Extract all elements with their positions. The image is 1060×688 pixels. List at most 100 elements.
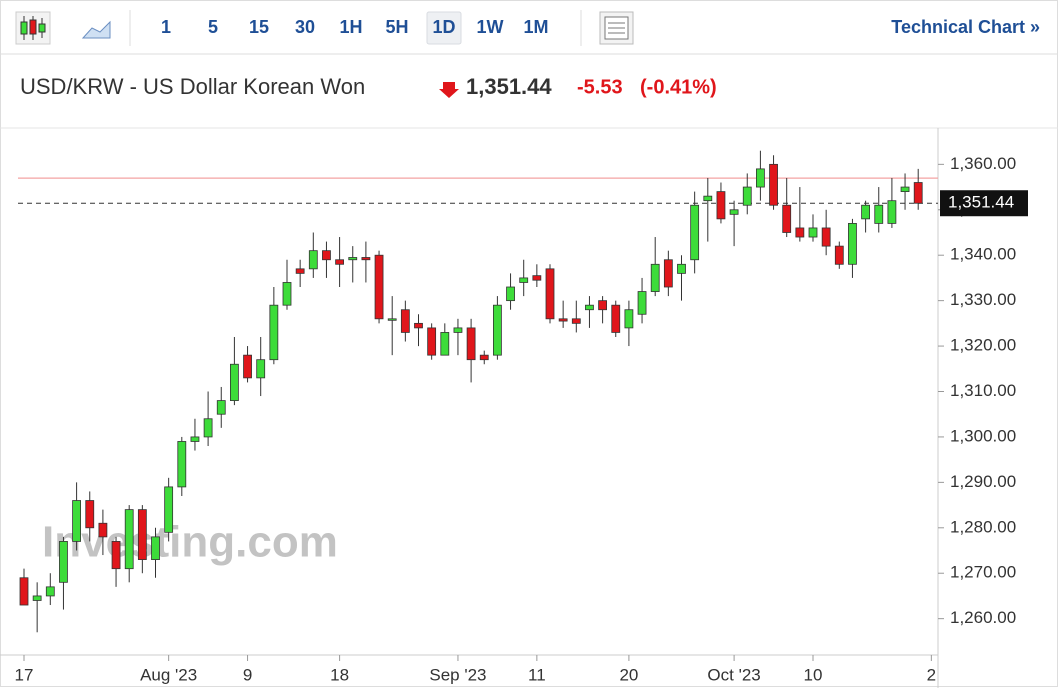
candle-body bbox=[716, 191, 726, 220]
y-tick-label: 1,320.00 bbox=[950, 336, 1016, 355]
y-tick-label: 1,340.00 bbox=[950, 245, 1016, 264]
candle-body bbox=[164, 486, 174, 533]
candle-body bbox=[677, 263, 686, 274]
candle-body bbox=[703, 195, 713, 202]
interval-button[interactable]: 15 bbox=[249, 17, 269, 37]
icon-body bbox=[20, 21, 28, 35]
y-tick-label: 1,260.00 bbox=[950, 608, 1016, 627]
candle-icon[interactable] bbox=[15, 11, 51, 45]
interval-button[interactable]: 1H bbox=[339, 17, 362, 37]
instrument-title: USD/KRW - US Dollar Korean Won bbox=[20, 74, 365, 99]
candle-body bbox=[571, 318, 581, 324]
x-tick-label: 18 bbox=[330, 665, 349, 684]
candle-body bbox=[387, 318, 397, 321]
candle-body bbox=[19, 577, 29, 606]
x-tick-label: 10 bbox=[804, 665, 823, 684]
x-tick-label: 2 bbox=[927, 665, 936, 684]
candle-body bbox=[808, 227, 818, 238]
candle-body bbox=[519, 277, 529, 283]
candle-body bbox=[374, 254, 384, 320]
y-tick-label: 1,270.00 bbox=[950, 563, 1016, 582]
y-tick-label: 1,300.00 bbox=[950, 426, 1016, 445]
candle-body bbox=[111, 541, 121, 570]
last-price: 1,351.44 bbox=[466, 74, 552, 99]
candle-body bbox=[256, 359, 266, 379]
interval-button[interactable]: 1W bbox=[477, 17, 504, 37]
y-tick-label: 1,290.00 bbox=[950, 472, 1016, 491]
candle-body bbox=[59, 541, 68, 583]
candle-body bbox=[282, 282, 292, 306]
candle-body bbox=[532, 275, 542, 281]
candle-body bbox=[414, 322, 423, 329]
price-change: -5.53 bbox=[577, 76, 623, 98]
y-tick-label: 1,360.00 bbox=[950, 154, 1016, 173]
candle-body bbox=[506, 286, 515, 302]
candle-body bbox=[440, 332, 450, 356]
candle-body bbox=[243, 354, 252, 379]
candle-body bbox=[585, 304, 594, 311]
icon-body bbox=[38, 23, 46, 33]
candle-body bbox=[203, 418, 213, 438]
candle-body bbox=[821, 227, 831, 247]
candle-body bbox=[690, 204, 700, 261]
interval-button[interactable]: 1M bbox=[523, 17, 548, 37]
candle-body bbox=[624, 309, 634, 329]
price-change-percent: (-0.41%) bbox=[640, 76, 717, 98]
candle-body bbox=[611, 304, 621, 333]
interval-button[interactable]: 1 bbox=[161, 17, 171, 37]
candle-body bbox=[85, 500, 95, 529]
candle-body bbox=[861, 204, 870, 220]
candle-body bbox=[151, 536, 160, 560]
y-tick-label: 1,310.00 bbox=[950, 381, 1016, 400]
candle-body bbox=[229, 363, 239, 401]
candle-body bbox=[216, 400, 226, 415]
icon-body bbox=[29, 19, 37, 35]
candle-body bbox=[400, 309, 410, 333]
interval-button[interactable]: 30 bbox=[295, 17, 315, 37]
candle-body bbox=[782, 204, 792, 233]
candle-body bbox=[348, 257, 358, 261]
candle-body bbox=[769, 163, 778, 206]
candle-body bbox=[269, 304, 279, 361]
candle-body bbox=[492, 304, 502, 356]
candle-body bbox=[663, 259, 673, 288]
candle-body bbox=[834, 245, 844, 265]
candle-body bbox=[479, 354, 489, 361]
candle-body bbox=[756, 168, 765, 188]
candle-body bbox=[322, 250, 331, 261]
interval-button[interactable]: 5H bbox=[385, 17, 408, 37]
candle-body bbox=[742, 186, 752, 206]
candle-body bbox=[137, 509, 147, 560]
active-interval-bg bbox=[426, 11, 462, 45]
candle-body bbox=[598, 300, 607, 311]
candle-body bbox=[453, 327, 463, 333]
x-tick-label: Oct '23 bbox=[707, 665, 760, 684]
candle-body bbox=[295, 268, 305, 274]
candle-body bbox=[848, 223, 857, 265]
candle-body bbox=[32, 595, 42, 601]
candle-body bbox=[427, 327, 437, 356]
line-icon[interactable] bbox=[81, 20, 111, 39]
candle-body bbox=[190, 436, 200, 442]
candle-body bbox=[545, 268, 555, 320]
interval-button[interactable]: 1D bbox=[432, 17, 455, 37]
last-price-label: 1,351.44 bbox=[948, 193, 1014, 212]
last-price-tag bbox=[940, 190, 1028, 217]
x-tick-label: Aug '23 bbox=[140, 665, 197, 684]
candle-body bbox=[637, 291, 647, 315]
candle-body bbox=[650, 263, 660, 292]
candle-body bbox=[795, 227, 805, 238]
candle-body bbox=[124, 509, 134, 570]
candle-body bbox=[913, 182, 923, 204]
x-tick-label: 11 bbox=[528, 665, 546, 684]
interval-button[interactable]: 5 bbox=[208, 17, 218, 37]
candle-body bbox=[335, 259, 345, 265]
table-icon[interactable] bbox=[599, 11, 634, 45]
candle-body bbox=[177, 441, 187, 488]
candle-body bbox=[558, 318, 568, 322]
technical-chart-link[interactable]: Technical Chart » bbox=[891, 17, 1040, 37]
candle-body bbox=[98, 522, 108, 538]
x-tick-label: Sep '23 bbox=[429, 665, 486, 684]
y-tick-label: 1,280.00 bbox=[950, 517, 1016, 536]
